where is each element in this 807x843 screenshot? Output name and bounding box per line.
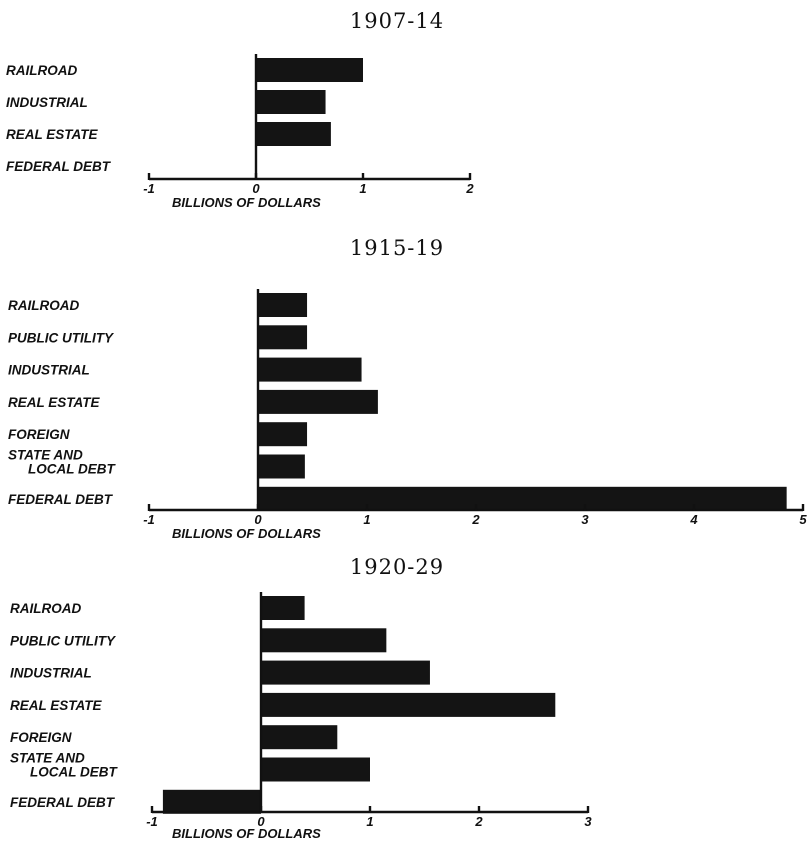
- x-tick-label: 3: [581, 512, 589, 527]
- x-axis-label: BILLIONS OF DOLLARS: [172, 195, 321, 210]
- category-label: INDUSTRIAL: [10, 666, 92, 681]
- bar: [258, 389, 378, 414]
- bar: [261, 725, 338, 750]
- x-tick-label: 1: [366, 814, 373, 829]
- x-axis-label: BILLIONS OF DOLLARS: [172, 826, 321, 841]
- category-label: FOREIGN: [8, 427, 70, 442]
- category-label: INDUSTRIAL: [6, 95, 88, 110]
- x-tick-label: 0: [254, 512, 262, 527]
- x-axis-label: BILLIONS OF DOLLARS: [172, 526, 321, 541]
- category-label: RAILROAD: [6, 63, 77, 78]
- bar: [261, 660, 430, 685]
- bar: [256, 90, 326, 114]
- category-label: FOREIGN: [10, 730, 72, 745]
- bar: [258, 422, 308, 447]
- chart-panel-2: 1915-19 RAILROAD PUBLIC UTILITY INDUSTRIAL R…: [8, 236, 807, 541]
- x-tick-label: 2: [474, 814, 483, 829]
- category-label: FEDERAL DEBT: [8, 492, 114, 507]
- category-label: REAL ESTATE: [10, 698, 103, 713]
- bar: [261, 596, 305, 620]
- x-tick-label: 0: [257, 814, 265, 829]
- x-tick-label: 4: [689, 512, 698, 527]
- category-label: PUBLIC UTILITY: [10, 633, 117, 648]
- x-tick-label: 0: [252, 181, 260, 196]
- bar: [261, 628, 387, 653]
- bar: [256, 122, 331, 146]
- x-tick-label: 1: [363, 512, 370, 527]
- chart-panel-3: 1920-29 RAILROAD PUBLIC UTILITY INDUSTRIAL R…: [10, 555, 592, 841]
- x-tick-label: 1: [359, 181, 366, 196]
- category-label: STATE AND LOCAL DEBT: [8, 448, 117, 477]
- category-label: STATE AND LOCAL DEBT: [10, 751, 119, 780]
- bar: [258, 293, 308, 317]
- x-tick-label: 2: [465, 181, 474, 196]
- x-tick-label: -1: [143, 512, 155, 527]
- x-tick-label: 3: [584, 814, 592, 829]
- chart-title: 1920-29: [350, 555, 444, 579]
- category-label: RAILROAD: [8, 298, 79, 313]
- x-tick-label: -1: [143, 181, 155, 196]
- chart-panel-1: 1907-14 RAILROAD INDUSTRIAL REAL ESTATE FEDE…: [6, 9, 474, 210]
- bar: [162, 789, 261, 814]
- bar: [258, 325, 308, 350]
- chart-title: 1915-19: [350, 236, 444, 260]
- bar: [258, 454, 305, 479]
- bar: [261, 757, 370, 782]
- bar: [256, 58, 363, 82]
- chart-title: 1907-14: [350, 9, 444, 33]
- category-label: RAILROAD: [10, 601, 81, 616]
- bar: [258, 486, 787, 511]
- x-tick-label: -1: [146, 814, 158, 829]
- x-tick-label: 5: [799, 512, 807, 527]
- category-label: FEDERAL DEBT: [10, 795, 116, 810]
- category-label: REAL ESTATE: [8, 395, 101, 410]
- category-label: PUBLIC UTILITY: [8, 330, 115, 345]
- category-label: FEDERAL DEBT: [6, 159, 112, 174]
- x-tick-label: 2: [471, 512, 480, 527]
- category-label: INDUSTRIAL: [8, 363, 90, 378]
- category-label: REAL ESTATE: [6, 127, 99, 142]
- bar: [261, 692, 556, 717]
- bar: [258, 357, 362, 382]
